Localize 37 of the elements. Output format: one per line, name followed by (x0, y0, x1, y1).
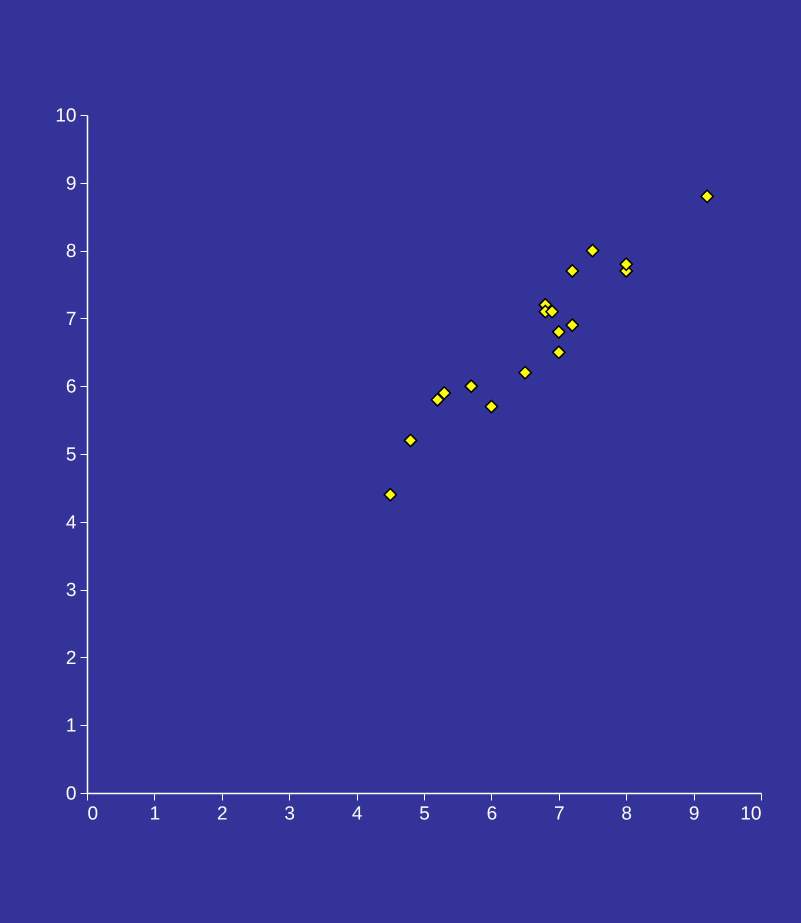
y-tick-label: 3 (66, 580, 76, 602)
x-tick-label: 6 (486, 804, 498, 824)
y-tick-label: 9 (66, 173, 76, 194)
x-tick-label: 10 (740, 804, 762, 824)
point (464, 379, 478, 394)
y-tick-label: 8 (66, 241, 76, 262)
y-tick-label: 6 (66, 376, 76, 398)
x-tick-label: 9 (688, 804, 700, 824)
x-tick-label: 4 (352, 804, 363, 824)
point (518, 366, 532, 380)
y-tick-label: 4 (66, 512, 77, 534)
x-tick-label: 7 (554, 804, 565, 824)
x-tick-label: 5 (419, 804, 430, 824)
point (552, 325, 566, 339)
y-tick-label: 1 (66, 716, 76, 737)
y-tick-label: 5 (66, 444, 76, 466)
x-tick-label: 0 (88, 804, 98, 824)
x-tick-label: 2 (217, 804, 228, 824)
point (437, 386, 452, 400)
y-tick-label: 0 (66, 784, 76, 804)
x-tick-label: 1 (150, 804, 160, 824)
point (430, 392, 444, 407)
point (586, 244, 600, 258)
x-tick-label: 3 (284, 804, 295, 824)
y-tick-label: 7 (66, 308, 76, 330)
point (565, 318, 580, 332)
point (565, 264, 580, 278)
point (484, 400, 498, 414)
point (404, 434, 418, 448)
point (552, 345, 566, 360)
point (383, 488, 398, 502)
y-tick-label: 10 (55, 106, 76, 126)
x-tick-label: 8 (621, 804, 632, 824)
y-tick-label: 2 (66, 648, 76, 669)
point (545, 304, 559, 318)
point (619, 257, 634, 272)
point (700, 189, 714, 204)
